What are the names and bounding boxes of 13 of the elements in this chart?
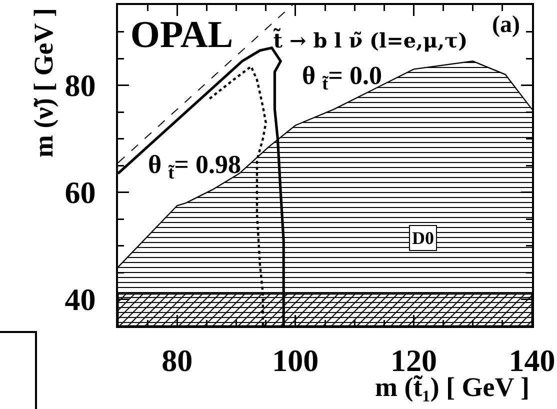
annotation: θ $_{t̃}$= 0.98	[148, 150, 241, 182]
x-tick-label: 100	[272, 343, 319, 378]
y-tick-label: 80	[64, 68, 96, 104]
text: t̃ → b l ν̃ (l=e,μ,τ)	[273, 28, 468, 53]
annotation: θ $_{t̃}$= 0.0	[302, 61, 382, 94]
x-tick-label: 80	[162, 343, 193, 378]
y-axis-title: m (ν̃) [ GeV ]	[28, 8, 58, 158]
annotation: (a)	[492, 12, 520, 38]
y-tick-label: 40	[64, 282, 96, 318]
x-tick-label: 140	[508, 343, 556, 378]
y-tick-label: 60	[64, 175, 96, 210]
annotation: D0	[412, 228, 434, 248]
chart-title: OPAL	[130, 14, 234, 56]
